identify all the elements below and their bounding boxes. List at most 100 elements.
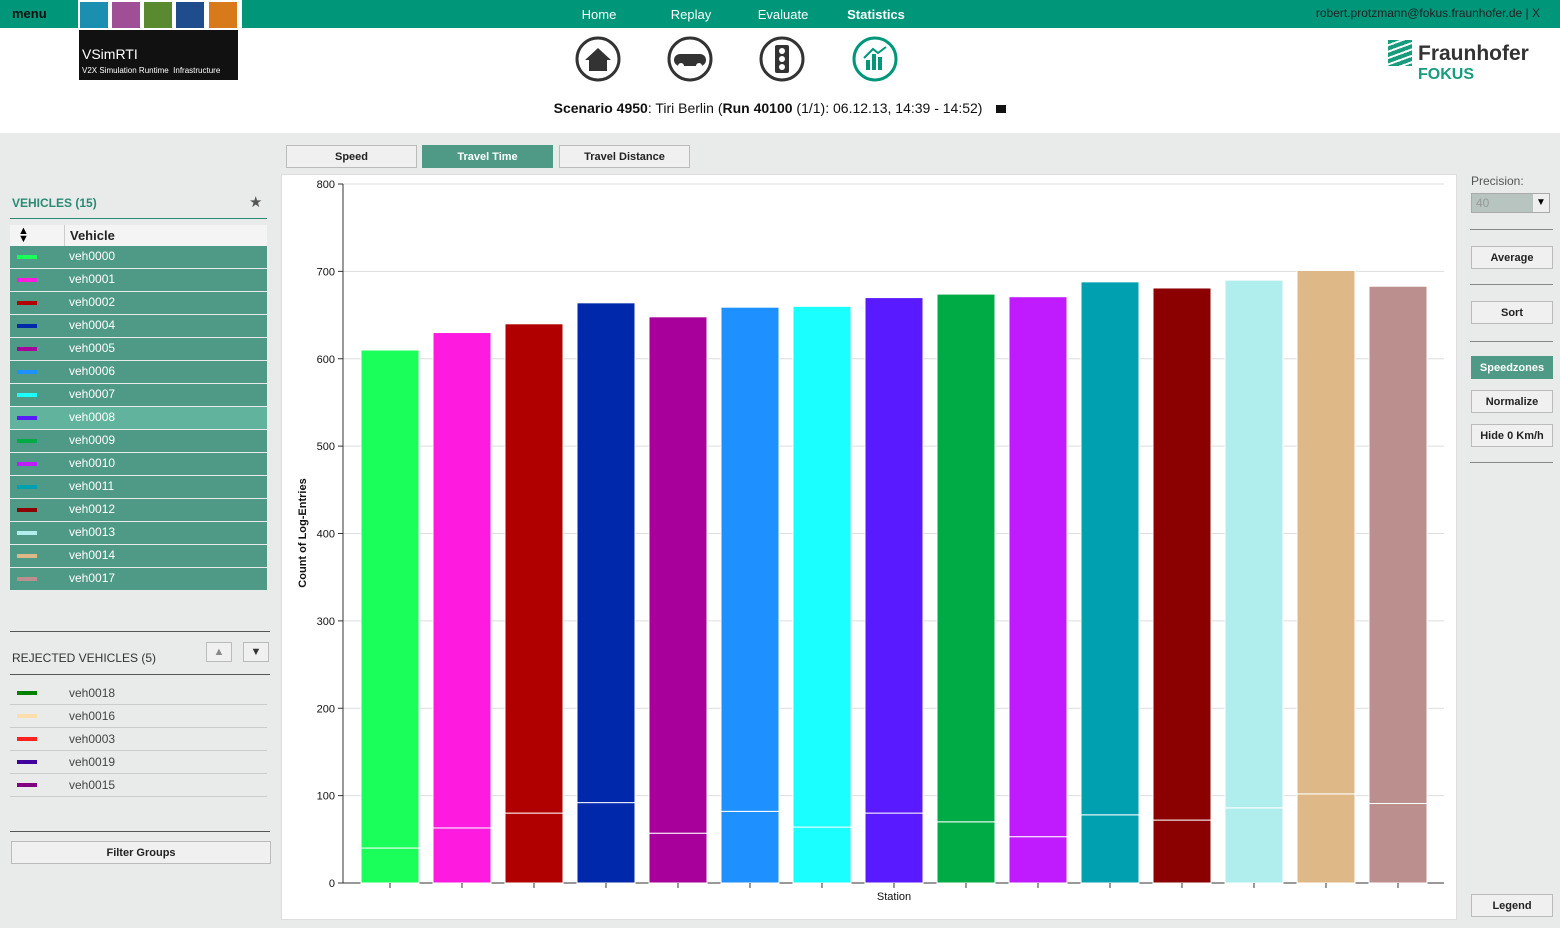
- control-button[interactable]: Normalize: [1471, 390, 1553, 413]
- swatch: [17, 462, 37, 466]
- nav-link[interactable]: Home: [581, 7, 617, 22]
- precision-value: 40: [1476, 196, 1490, 210]
- vehicle-name: veh0006: [69, 364, 116, 378]
- vehicle-row[interactable]: veh0017: [10, 568, 267, 590]
- bar-segment: [936, 821, 996, 884]
- menu[interactable]: menu: [12, 6, 47, 21]
- swatch: [17, 531, 37, 535]
- vehicle-row[interactable]: veh0004: [10, 315, 267, 337]
- sort-icon[interactable]: ▲ ▼: [18, 225, 29, 245]
- bar-segment: [360, 349, 420, 849]
- tab[interactable]: Speed: [286, 145, 417, 168]
- vehicle-row[interactable]: veh0011: [10, 476, 267, 498]
- scenario-place: : Tiri Berlin (: [647, 100, 723, 116]
- divider: [10, 631, 270, 632]
- nav-link[interactable]: Evaluate: [757, 7, 809, 22]
- close[interactable]: X: [1531, 6, 1540, 20]
- divider: [1470, 341, 1553, 342]
- bar-segment: [1152, 287, 1212, 821]
- bar-segment: [864, 297, 924, 814]
- vehicle-row[interactable]: veh0002: [10, 292, 267, 314]
- bar-segment: [1008, 836, 1068, 884]
- brand-mark: [1388, 40, 1412, 66]
- vehicle-name: veh0001: [69, 272, 116, 286]
- swatch: [17, 439, 37, 443]
- vehicle-name: veh0018: [69, 686, 116, 700]
- bar-segment: [1368, 285, 1428, 804]
- move-down[interactable]: ▼: [243, 642, 269, 662]
- rejected-row[interactable]: veh0003: [10, 728, 267, 751]
- control-button[interactable]: Sort: [1471, 301, 1553, 324]
- y-tick-label: 300: [317, 616, 335, 628]
- vehicle-name: veh0003: [69, 732, 116, 746]
- column-header[interactable]: Vehicle: [70, 228, 115, 243]
- legend-button[interactable]: Legend: [1471, 894, 1553, 917]
- control-button[interactable]: Speedzones: [1471, 356, 1553, 379]
- y-tick-label: 700: [317, 266, 335, 278]
- bar-segment: [1296, 793, 1356, 884]
- vehicle-row[interactable]: veh0007: [10, 384, 267, 406]
- rejected-title: REJECTED VEHICLES (5): [12, 651, 157, 665]
- vehicle-name: veh0007: [69, 387, 116, 401]
- divider: [1470, 229, 1553, 230]
- vehicle-row[interactable]: veh0005: [10, 338, 267, 360]
- filter-groups[interactable]: Filter Groups: [11, 841, 271, 864]
- vehicle-name: veh0013: [69, 525, 116, 539]
- vehicle-row[interactable]: veh0009: [10, 430, 267, 452]
- control-button[interactable]: Average: [1471, 246, 1553, 269]
- scenario-id: Scenario 4950: [553, 100, 648, 116]
- y-tick-label: 0: [329, 878, 335, 890]
- nav-icons: [575, 36, 898, 82]
- home-icon[interactable]: [575, 36, 621, 82]
- evaluate-icon[interactable]: [759, 36, 805, 82]
- tab[interactable]: Travel Distance: [559, 145, 690, 168]
- run-detail: (1/1): 06.12.13, 14:39 - 14:52): [792, 100, 983, 116]
- rejected-row[interactable]: veh0015: [10, 774, 267, 797]
- vehicle-name: veh0009: [69, 433, 116, 447]
- vehicle-row[interactable]: veh0012: [10, 499, 267, 521]
- nav-link[interactable]: Statistics: [847, 7, 905, 22]
- statistics-icon[interactable]: [852, 36, 898, 82]
- rejected-row[interactable]: veh0019: [10, 751, 267, 774]
- y-axis-label: Count of Log-Entries: [297, 478, 309, 587]
- vehicle-row[interactable]: veh0008: [10, 407, 267, 429]
- vehicle-name: veh0015: [69, 778, 116, 792]
- precision-select[interactable]: 40 ▼: [1471, 193, 1550, 213]
- bar-segment: [936, 293, 996, 823]
- vehicle-name: veh0014: [69, 548, 116, 562]
- vehicle-row[interactable]: veh0000: [10, 246, 267, 268]
- bar-segment: [720, 810, 780, 884]
- vehicles-title: VEHICLES (15): [12, 196, 97, 210]
- divider: [1470, 462, 1553, 463]
- bar-segment: [1080, 281, 1140, 816]
- vehicle-row[interactable]: veh0010: [10, 453, 267, 475]
- y-tick-label: 800: [317, 179, 335, 191]
- rejected-row[interactable]: veh0018: [10, 682, 267, 705]
- bar-segment: [360, 847, 420, 884]
- swatch: [17, 485, 37, 489]
- move-up[interactable]: ▲: [206, 642, 232, 662]
- scenario: Scenario 4950: Tiri Berlin (Run 40100 (1…: [0, 100, 1560, 116]
- swatch: [17, 691, 37, 695]
- vehicle-name: veh0017: [69, 571, 116, 585]
- vehicle-row[interactable]: veh0013: [10, 522, 267, 544]
- top-bar: [0, 0, 1560, 28]
- divider: [10, 831, 270, 832]
- control-button[interactable]: Hide 0 Km/h: [1471, 424, 1553, 447]
- rejected-row[interactable]: veh0016: [10, 705, 267, 728]
- user[interactable]: robert.protzmann@fokus.fraunhofer.de: [1315, 6, 1523, 20]
- lock-icon[interactable]: [996, 105, 1007, 113]
- vehicle-row[interactable]: veh0001: [10, 269, 267, 291]
- vehicle-name: veh0010: [69, 456, 116, 470]
- y-tick-label: 400: [317, 529, 335, 541]
- replay-icon[interactable]: [667, 36, 713, 82]
- favorite-icon[interactable]: ★: [249, 194, 263, 211]
- divider: [1470, 284, 1553, 285]
- swatch: [17, 714, 37, 718]
- vehicle-name: veh0011: [69, 479, 115, 493]
- tab[interactable]: Travel Time: [422, 145, 553, 168]
- nav-link[interactable]: Replay: [670, 7, 712, 22]
- vehicle-row[interactable]: veh0006: [10, 361, 267, 383]
- vehicle-row[interactable]: veh0014: [10, 545, 267, 567]
